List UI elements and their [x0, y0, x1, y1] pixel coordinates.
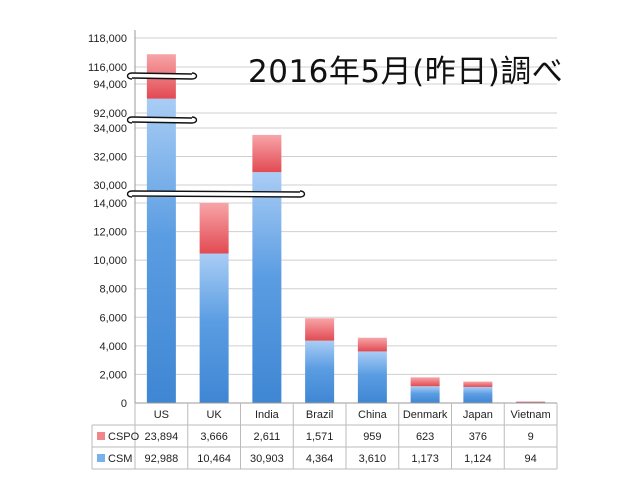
axis-break-band [132, 191, 300, 197]
x-tick-label: Japan [463, 409, 493, 421]
legend-label-csm: CSM [108, 453, 132, 465]
y-tick-label: 94,000 [93, 79, 127, 91]
bar-csm-uk [199, 253, 229, 403]
y-tick-label: 4,000 [99, 341, 127, 353]
table-cell: 92,988 [145, 453, 179, 465]
y-tick-label: 32,000 [93, 152, 127, 164]
x-tick-label: India [255, 409, 280, 421]
bar-csm-japan [463, 386, 493, 403]
x-tick-label: Brazil [306, 409, 334, 421]
axis-break-line [131, 195, 301, 198]
x-tick-label: Denmark [403, 409, 448, 421]
table-cell: 30,903 [250, 453, 284, 465]
table-cell: 10,464 [197, 453, 231, 465]
table-cell: 959 [363, 431, 381, 443]
bar-csm-us [146, 98, 176, 403]
axis-break-line [131, 77, 193, 80]
bar-cspo-denmark [410, 377, 440, 387]
axis-break-curl [191, 116, 198, 124]
y-tick-label: 30,000 [93, 180, 127, 192]
chart-title: 2016年5月(昨日)調べ [248, 54, 564, 90]
y-tick-label: 118,000 [88, 33, 127, 45]
legend-swatch-cspo [97, 432, 105, 440]
axis-break-curl [126, 190, 133, 198]
x-tick-label: Vietnam [511, 409, 551, 421]
axis-break-curl [126, 72, 133, 80]
table-cell: 623 [416, 431, 434, 443]
y-tick-label: 34,000 [93, 123, 127, 135]
table-cell: 1,571 [306, 431, 334, 443]
axis-break-curl [191, 72, 198, 80]
axis-break-curl [299, 190, 306, 198]
axis-break-band [132, 117, 192, 123]
bar-csm-china [357, 351, 387, 403]
table-cell: 376 [469, 431, 487, 443]
y-tick-label: 2,000 [99, 369, 127, 381]
table-cell: 94 [525, 453, 537, 465]
bar-csm-denmark [410, 386, 440, 403]
table-cell: 4,364 [306, 453, 334, 465]
axis-break-line [131, 121, 193, 124]
legend-label-cspo: CSPO [108, 431, 140, 443]
axis-break-line [131, 190, 301, 193]
table-cell: 3,666 [200, 431, 228, 443]
y-tick-label: 0 [121, 398, 127, 410]
bar-cspo-uk [199, 202, 229, 254]
table-cell: 2,611 [254, 431, 281, 443]
y-tick-label: 116,000 [88, 62, 127, 74]
x-tick-label: US [154, 409, 169, 421]
y-tick-label: 14,000 [93, 198, 127, 210]
bar-cspo-japan [463, 381, 493, 387]
bar-cspo-brazil [305, 318, 335, 341]
table-cell: 1,173 [411, 453, 439, 465]
bar-cspo-india [252, 134, 282, 173]
table-cell: 3,610 [359, 453, 387, 465]
y-tick-label: 8,000 [99, 284, 127, 296]
y-tick-label: 10,000 [93, 255, 127, 267]
bar-csm-brazil [305, 340, 335, 403]
bar-cspo-china [357, 337, 387, 352]
table-cell: 1,124 [464, 453, 492, 465]
table-cell: 9 [528, 431, 534, 443]
axis-break-band [132, 73, 192, 79]
axis-break-line [131, 116, 193, 119]
x-tick-label: UK [206, 409, 222, 421]
axis-break-curl [126, 116, 133, 124]
y-tick-label: 92,000 [93, 108, 127, 120]
bar-cspo-vietnam [516, 401, 546, 403]
y-tick-label: 12,000 [93, 227, 127, 239]
table-cell: 23,894 [145, 431, 179, 443]
x-tick-label: China [358, 409, 388, 421]
bar-csm-india [252, 172, 282, 403]
legend-swatch-csm [97, 454, 105, 462]
y-tick-label: 6,000 [99, 312, 127, 324]
axis-break-line [131, 72, 193, 75]
